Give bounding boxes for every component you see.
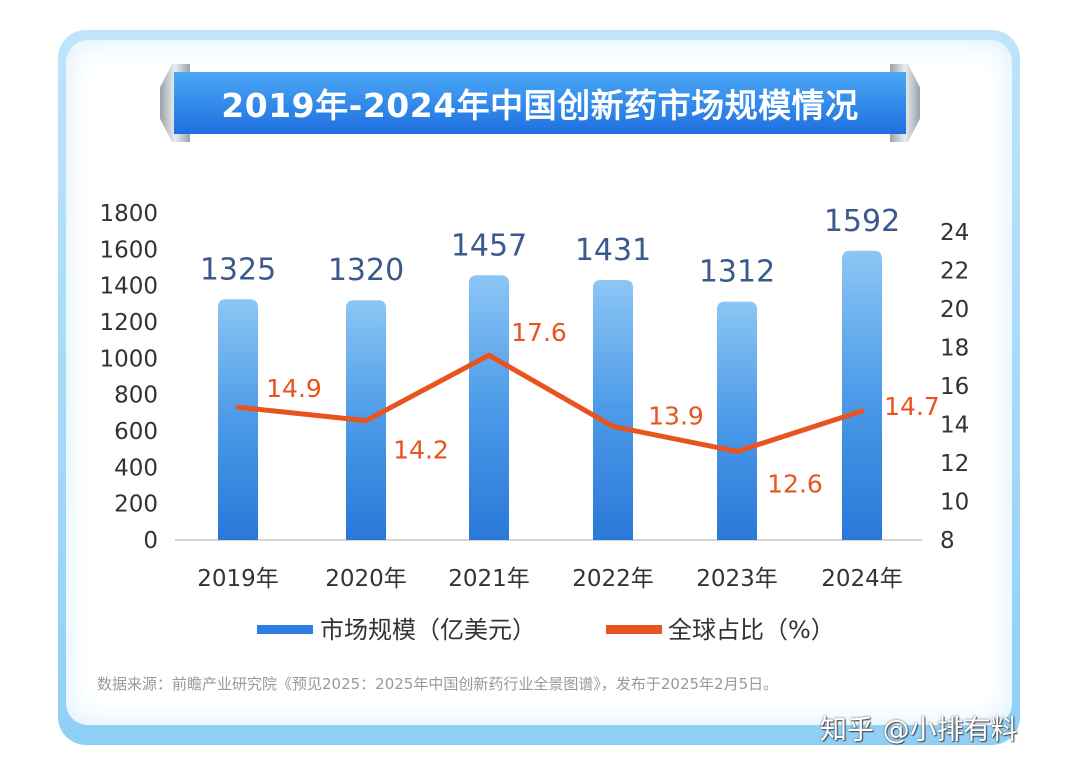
- x-tick-label: 2020年: [325, 566, 407, 592]
- left-tick-label: 1400: [99, 274, 158, 300]
- line-value-label: 13.9: [648, 401, 704, 430]
- left-tick-label: 1000: [99, 346, 158, 372]
- right-tick-label: 8: [940, 528, 955, 554]
- legend-line-swatch: [606, 625, 662, 634]
- source-note: 数据来源：前瞻产业研究院《预见2025：2025年中国创新药行业全景图谱》，发布…: [97, 675, 779, 693]
- x-tick-label: 2023年: [696, 566, 778, 592]
- right-tick-label: 16: [940, 374, 969, 400]
- x-tick-label: 2024年: [821, 566, 903, 592]
- title-banner: 2019年-2024年中国创新药市场规模情况: [160, 64, 920, 142]
- line-point: [610, 423, 616, 429]
- legend-bar-swatch: [257, 625, 313, 634]
- right-tick-label: 12: [940, 451, 969, 477]
- line-point: [859, 408, 865, 414]
- right-tick-label: 14: [940, 413, 969, 439]
- bar-value-label: 1592: [824, 204, 900, 239]
- bar-value-label: 1320: [328, 253, 404, 288]
- chart-title: 2019年-2024年中国创新药市场规模情况: [174, 72, 906, 134]
- bar-value-label: 1312: [699, 255, 775, 290]
- right-tick-label: 22: [940, 259, 969, 285]
- watermark: 知乎 @小排有料: [820, 715, 1018, 746]
- line-point: [734, 448, 740, 454]
- bar: [469, 275, 509, 540]
- bar-value-label: 1457: [451, 228, 527, 263]
- share-line: [237, 352, 863, 454]
- x-tick-label: 2022年: [572, 566, 654, 592]
- legend-bar-label: 市场规模（亿美元）: [320, 616, 536, 644]
- right-tick-label: 10: [940, 490, 969, 516]
- line-value-label: 14.7: [884, 392, 940, 421]
- line-value-label: 14.2: [393, 436, 449, 465]
- legend: 市场规模（亿美元） 全球占比（%）: [257, 616, 835, 644]
- left-tick-label: 800: [114, 383, 158, 409]
- bar: [717, 301, 757, 540]
- left-tick-label: 1600: [99, 237, 158, 263]
- line-value-label: 17.6: [511, 318, 567, 347]
- left-tick-label: 600: [114, 419, 158, 445]
- bar: [842, 250, 882, 540]
- left-tick-label: 200: [114, 492, 158, 518]
- line-point: [486, 352, 492, 358]
- x-tick-label: 2019年: [197, 566, 279, 592]
- line-value-label: 12.6: [767, 469, 823, 498]
- line-point: [363, 418, 369, 424]
- right-tick-label: 20: [940, 297, 969, 323]
- x-tick-label: 2021年: [448, 566, 530, 592]
- bar: [593, 280, 633, 540]
- left-tick-label: 400: [114, 455, 158, 481]
- left-tick-label: 0: [143, 528, 158, 554]
- right-tick-label: 18: [940, 336, 969, 362]
- line-value-label: 14.9: [266, 374, 322, 403]
- left-tick-label: 1800: [99, 201, 158, 227]
- bar-value-label: 1325: [200, 252, 276, 287]
- line-point: [235, 404, 241, 410]
- bar-value-label: 1431: [575, 233, 651, 268]
- legend-line-label: 全球占比（%）: [668, 616, 835, 644]
- left-tick-label: 1200: [99, 310, 158, 336]
- right-tick-label: 24: [940, 220, 969, 246]
- bar: [218, 299, 258, 540]
